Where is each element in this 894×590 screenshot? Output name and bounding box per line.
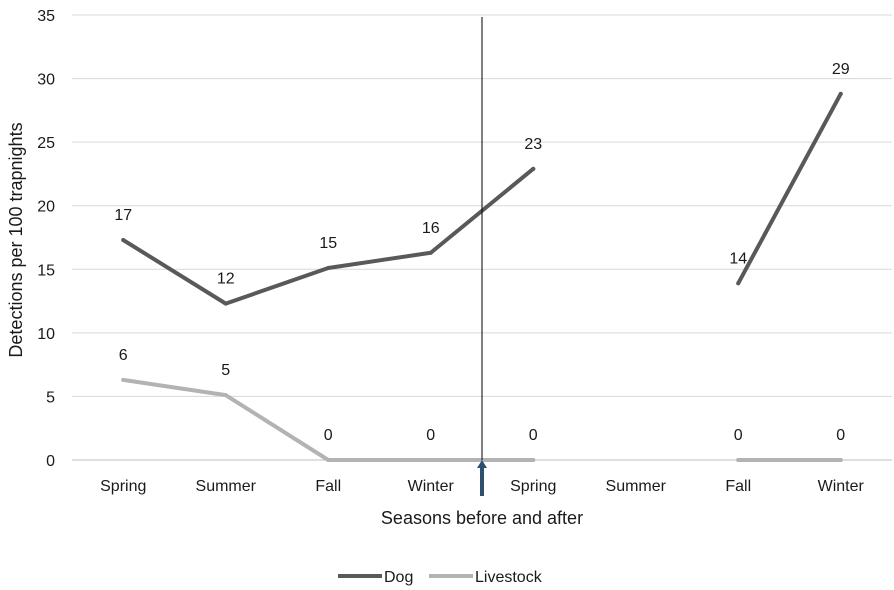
livestock-data-label: 0 [324,427,333,444]
x-tick-label: Spring [100,478,146,495]
x-tick-label: Fall [725,478,751,495]
y-tick-label: 20 [37,199,55,216]
x-axis-ticks: Spring Summer Fall Winter Spring Summer Fall Wi… [100,478,864,495]
y-tick-label: 0 [46,453,55,470]
x-tick-label: Spring [510,478,556,495]
livestock-point [531,458,536,462]
livestock-data-label: 0 [426,427,435,444]
livestock-data-label: 0 [529,427,538,444]
livestock-data-label: 6 [119,347,128,364]
livestock-series-line [121,377,536,462]
dog-legend-label: Dog [384,569,413,586]
livestock-data-label: 0 [734,427,743,444]
x-tick-label: Fall [315,478,341,495]
dog-point [326,266,331,271]
y-tick-label: 35 [37,8,55,25]
x-tick-label: Summer [196,478,257,495]
dog-point [531,166,536,171]
livestock-point [326,458,331,462]
before-after-divider [477,17,487,496]
x-tick-label: Winter [408,478,455,495]
dog-data-label: 15 [319,235,337,252]
livestock-point [428,458,433,462]
data-labels: 17 12 15 16 23 14 29 6 5 0 0 0 0 0 [114,61,849,444]
livestock-data-label: 0 [836,427,845,444]
livestock-point [121,377,126,382]
x-axis-title: Seasons before and after [381,508,583,528]
legend: Dog Livestock [338,569,543,586]
y-axis-title: Detections per 100 trapnights [6,122,26,357]
y-tick-label: 15 [37,262,55,279]
x-tick-label: Summer [606,478,667,495]
livestock-legend-label: Livestock [475,569,543,586]
dog-data-label: 14 [729,250,747,267]
y-axis-ticks: 0 5 10 15 20 25 30 35 [37,8,55,470]
divider-arrow-shaft [480,466,484,496]
dog-point [736,281,741,286]
dog-data-label: 29 [832,61,850,78]
divider-arrow-head [477,460,487,468]
livestock-point [736,458,741,462]
dog-data-label: 12 [217,271,235,288]
livestock-point [838,458,843,462]
y-tick-label: 5 [46,389,55,406]
dog-data-label: 17 [114,207,132,224]
dog-point [838,91,843,96]
dog-data-label: 23 [524,136,542,153]
x-tick-label: Winter [818,478,865,495]
dog-data-label: 16 [422,220,440,237]
y-tick-label: 25 [37,135,55,152]
series-lines [121,91,843,462]
dog-point [223,301,228,306]
livestock-data-label: 5 [221,362,230,379]
y-tick-label: 10 [37,326,55,343]
dog-point [428,250,433,255]
dog-series-line [736,91,843,286]
dog-point [121,238,126,243]
y-tick-label: 30 [37,72,55,89]
livestock-point [223,393,228,398]
